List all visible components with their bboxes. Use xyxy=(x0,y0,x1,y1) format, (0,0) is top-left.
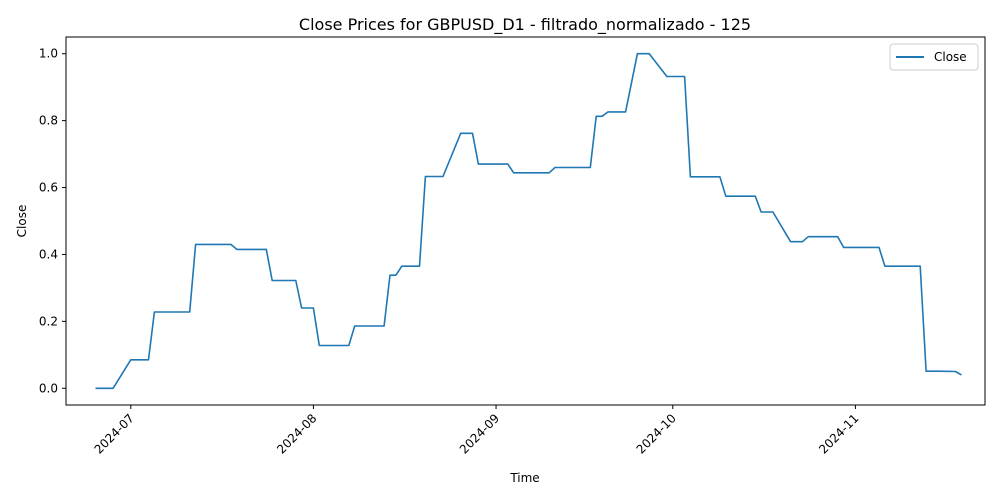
y-tick-label: 0.8 xyxy=(39,114,58,128)
x-axis-label: Time xyxy=(509,471,539,485)
y-axis-label: Close xyxy=(15,205,29,238)
x-axis-ticks: 2024-07 2024-08 2024-09 2024-10 2024-11 xyxy=(92,405,862,457)
legend: Close xyxy=(889,43,979,71)
series-line-close xyxy=(95,52,962,390)
x-tick-label: 2024-11 xyxy=(816,411,861,456)
chart-title: Close Prices for GBPUSD_D1 - filtrado_no… xyxy=(299,15,751,35)
plot-area xyxy=(66,37,985,405)
plot-frame xyxy=(65,36,986,406)
y-tick-label: 1.0 xyxy=(39,47,58,61)
x-tick-label: 2024-09 xyxy=(457,411,502,456)
legend-box xyxy=(889,43,979,71)
y-tick-label: 0.0 xyxy=(39,381,58,395)
legend-label: Close xyxy=(934,50,967,64)
y-tick-label: 0.6 xyxy=(39,181,58,195)
x-tick-label: 2024-08 xyxy=(274,411,319,456)
x-tick-label: 2024-10 xyxy=(634,411,679,456)
y-tick-label: 0.2 xyxy=(39,314,58,328)
x-tick-label: 2024-07 xyxy=(92,411,137,456)
y-tick-label: 0.4 xyxy=(39,247,58,261)
y-axis-ticks: 0.0 0.2 0.4 0.6 0.8 1.0 xyxy=(39,47,66,395)
series-layer xyxy=(95,52,962,390)
